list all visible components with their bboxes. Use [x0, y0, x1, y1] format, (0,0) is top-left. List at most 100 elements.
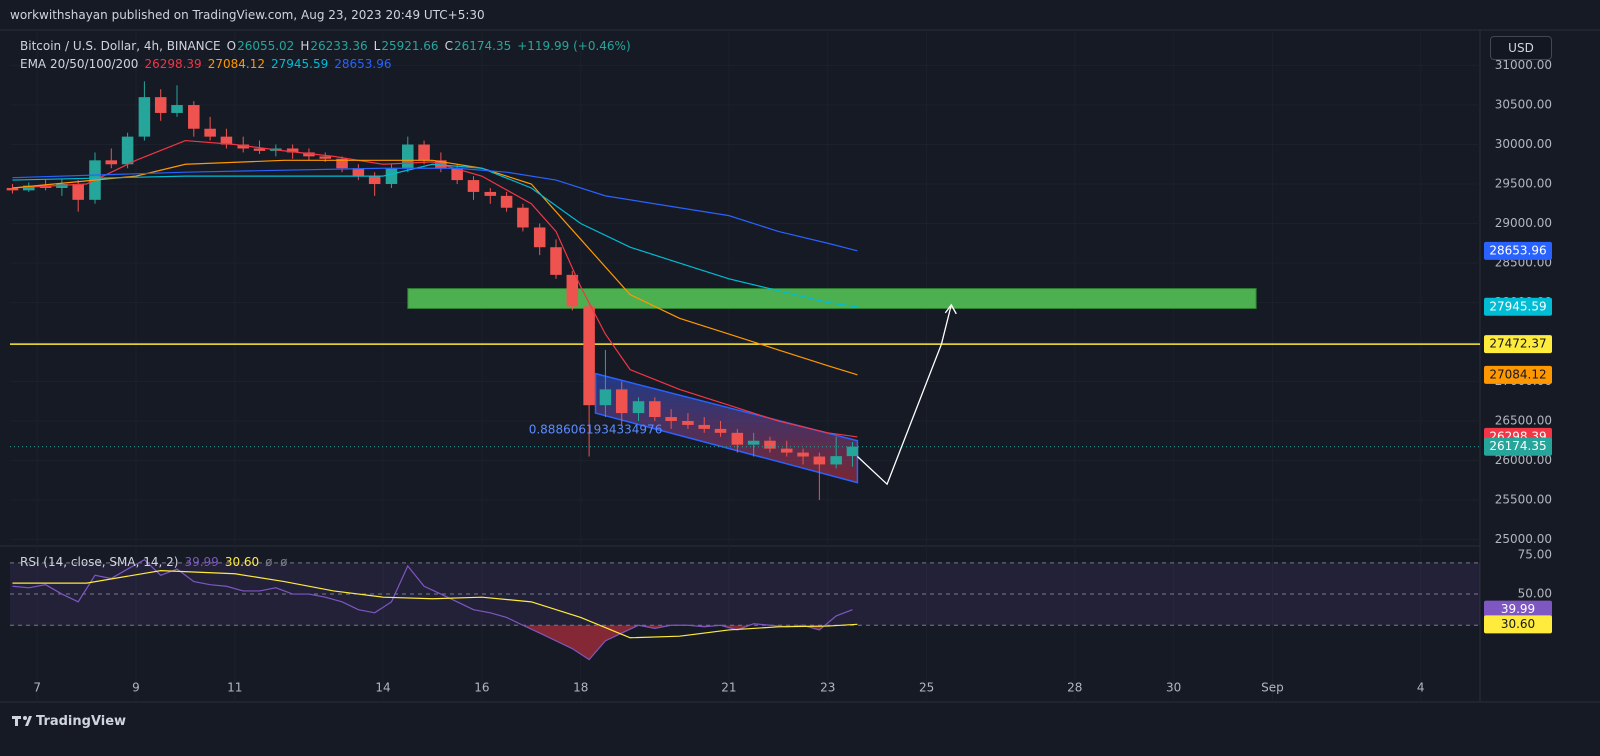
price-tag-label: 30.60 [1501, 617, 1535, 631]
candle-body [220, 136, 233, 145]
ohlc-letter: L [373, 39, 381, 53]
legend-value: 30.60 [224, 555, 260, 569]
candle-body [797, 452, 809, 457]
candle-body [747, 440, 760, 445]
price-tag [1484, 297, 1552, 316]
ohlc-letter: C [444, 39, 453, 53]
candle-body [649, 401, 661, 418]
legend-title: Bitcoin / U.S. Dollar, 4h, BINANCE [20, 39, 221, 53]
candle-body [665, 417, 677, 421]
candle-body [56, 184, 68, 188]
ohlc-value: 26233.36 [310, 39, 368, 53]
candle-body [188, 105, 200, 129]
y-tick-label: 30500.00 [1495, 98, 1552, 112]
price-tag-label: 27945.59 [1489, 299, 1546, 313]
price-tag-label: 28653.96 [1489, 243, 1546, 257]
candle-body [698, 424, 710, 429]
candle-body [780, 448, 793, 453]
price-tag [1484, 437, 1552, 456]
arrow-head [944, 303, 957, 315]
price-tag-label: 27472.37 [1489, 337, 1546, 351]
price-legend: Bitcoin / U.S. Dollar, 4h, BINANCE O26055… [20, 39, 637, 53]
x-tick-label: 21 [721, 681, 736, 695]
ohlc-letter: O [226, 39, 237, 53]
candle-body [599, 389, 612, 406]
candle-body [23, 185, 35, 191]
x-tick-label: 11 [227, 681, 242, 695]
rsi-sma-line [12, 570, 858, 639]
y-tick-label: 31000.00 [1495, 58, 1552, 72]
candle-body [615, 389, 628, 414]
candle-body [830, 456, 842, 465]
legend-value: 39.99 [184, 555, 219, 569]
ohlc-value: 25921.66 [381, 39, 439, 53]
candle-body [731, 432, 744, 445]
price-tag-label: 39.99 [1501, 602, 1535, 616]
candle-body [550, 247, 562, 275]
candle-body [385, 168, 398, 185]
candle-body [253, 148, 266, 151]
x-tick-label: 16 [474, 681, 489, 695]
y-tick-label: 25000.00 [1495, 532, 1552, 546]
candle-body [533, 227, 546, 248]
candle-body [451, 168, 463, 181]
legend-title: RSI (14, close, SMA, 14, 2) [20, 555, 179, 569]
y-tick-label: 50.00 [1518, 587, 1552, 601]
ohlc-value: 26055.02 [237, 39, 295, 53]
x-tick-label: 18 [573, 681, 588, 695]
x-tick-label: 25 [919, 681, 934, 695]
ohlc-value: 26174.35 [453, 39, 512, 53]
candle-body [682, 420, 694, 425]
candle-body [105, 160, 118, 165]
candle-body [6, 187, 19, 191]
candle-body [402, 144, 414, 169]
price-tag [1484, 615, 1552, 634]
rsi-line [12, 558, 853, 661]
y-tick-label: 29500.00 [1495, 177, 1552, 191]
zone [407, 288, 1257, 310]
logo-icon [12, 716, 32, 726]
price-tag-label: 26174.35 [1489, 439, 1546, 453]
ema-line [12, 167, 858, 252]
x-tick-label: Sep [1261, 681, 1284, 695]
candle-body [154, 97, 167, 113]
candle-body [566, 274, 579, 307]
y-tick-label: 29000.00 [1495, 216, 1552, 230]
x-tick-label: 23 [820, 681, 835, 695]
y-tick-label: 26500.00 [1495, 413, 1552, 427]
channel-label: 0.8886061934334976 [529, 423, 663, 437]
candle-body [138, 97, 151, 137]
candle-body [303, 152, 315, 157]
price-tag [1484, 365, 1552, 384]
price-tag-label: 27084.12 [1489, 367, 1546, 381]
ohlc-letter: H [300, 39, 310, 53]
legend-extra: ø ø [265, 555, 288, 569]
rsi-legend: RSI (14, close, SMA, 14, 2) 39.99 30.60 ø ø [20, 555, 293, 569]
price-tag [1484, 600, 1552, 619]
candle-body [764, 440, 776, 449]
legend-title: EMA 20/50/100/200 [20, 57, 139, 71]
x-tick-label: 7 [33, 681, 41, 695]
ema-line [12, 159, 858, 376]
currency-button[interactable]: USD [1490, 36, 1552, 60]
x-tick-label: 30 [1166, 681, 1181, 695]
x-tick-label: 4 [1417, 681, 1425, 695]
y-tick-label: 30000.00 [1495, 137, 1552, 151]
legend-value: 27945.59 [270, 57, 329, 71]
price-tag [1484, 335, 1552, 354]
candle-body [336, 158, 348, 169]
legend-value: 27084.12 [207, 57, 265, 71]
legend-value: 28653.96 [334, 57, 392, 71]
x-tick-label: 28 [1067, 681, 1082, 695]
y-tick-label: 75.00 [1518, 548, 1552, 562]
candle-body [583, 306, 595, 406]
candle-body [352, 168, 365, 177]
y-tick-label: 25500.00 [1495, 492, 1552, 506]
ema-line [12, 139, 858, 438]
x-tick-label: 9 [132, 681, 140, 695]
candle-body [714, 428, 727, 433]
candle-body [500, 195, 513, 208]
